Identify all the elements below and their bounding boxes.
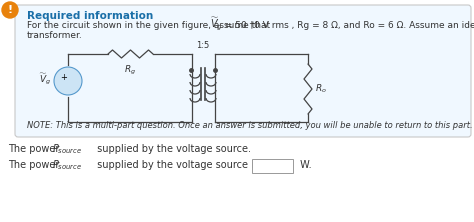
Text: $\widetilde{V}_g$: $\widetilde{V}_g$ bbox=[210, 16, 223, 33]
FancyBboxPatch shape bbox=[15, 5, 471, 137]
Circle shape bbox=[2, 2, 18, 18]
FancyBboxPatch shape bbox=[253, 159, 293, 172]
Text: W.: W. bbox=[297, 160, 311, 170]
Text: The power: The power bbox=[8, 160, 63, 170]
Text: NOTE: This is a multi-part question. Once an answer is submitted, you will be un: NOTE: This is a multi-part question. Onc… bbox=[27, 121, 473, 129]
Text: For the circuit shown in the given figure, assume that: For the circuit shown in the given figur… bbox=[27, 22, 273, 30]
Text: supplied by the voltage source.: supplied by the voltage source. bbox=[94, 144, 251, 154]
Text: transformer.: transformer. bbox=[27, 30, 83, 40]
Text: $R_o$: $R_o$ bbox=[315, 83, 327, 95]
Text: 1:5: 1:5 bbox=[196, 41, 210, 50]
Text: The power: The power bbox=[8, 144, 63, 154]
Text: !: ! bbox=[8, 6, 13, 16]
Text: $P_{\mathit{source}}$: $P_{\mathit{source}}$ bbox=[52, 158, 82, 172]
Text: = 50 †0 V rms , Rg = 8 Ω, and Ro = 6 Ω. Assume an ideal: = 50 †0 V rms , Rg = 8 Ω, and Ro = 6 Ω. … bbox=[222, 22, 474, 30]
Text: $P_{\mathit{source}}$: $P_{\mathit{source}}$ bbox=[52, 142, 82, 156]
Text: supplied by the voltage source is: supplied by the voltage source is bbox=[94, 160, 259, 170]
Text: Required information: Required information bbox=[27, 11, 153, 21]
Circle shape bbox=[54, 67, 82, 95]
Text: $R_g$: $R_g$ bbox=[124, 64, 136, 77]
Text: +: + bbox=[61, 73, 67, 83]
Text: $\widetilde{V}_g$: $\widetilde{V}_g$ bbox=[39, 71, 51, 87]
